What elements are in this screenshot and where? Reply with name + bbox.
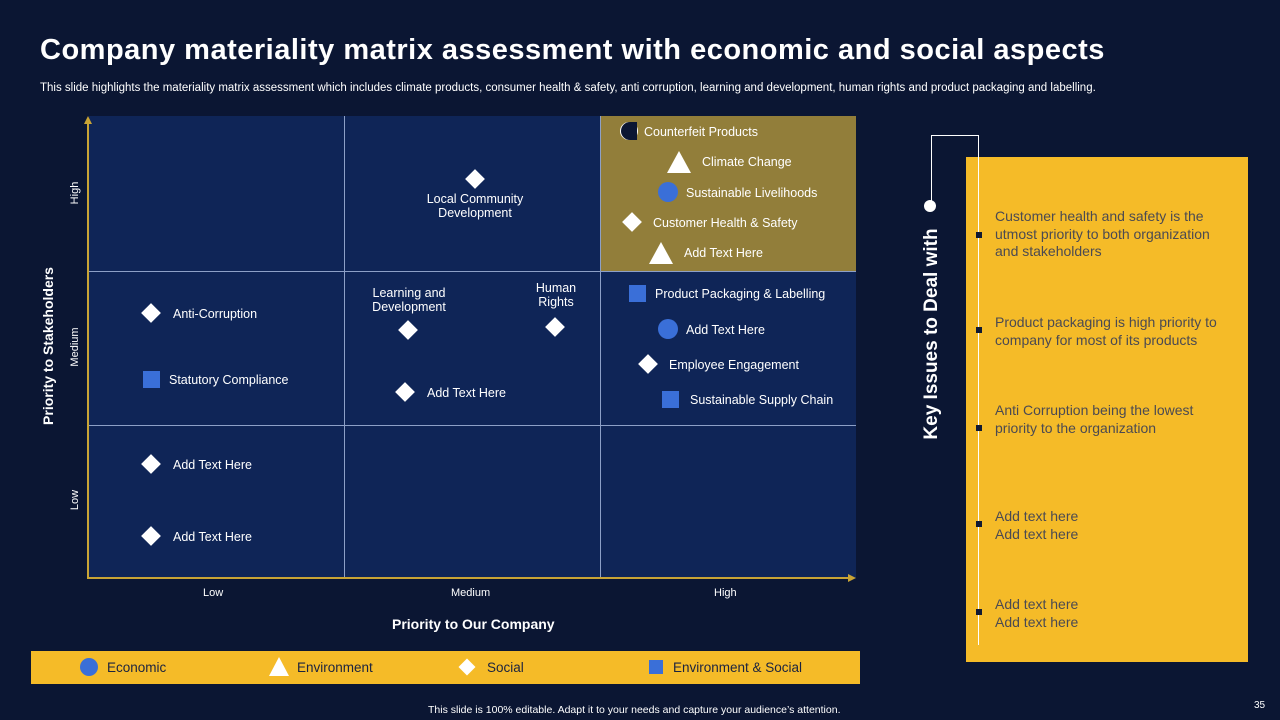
item-label: Anti-Corruption xyxy=(173,307,258,321)
key-issues-title: Key Issues to Deal with xyxy=(921,228,942,440)
grid-line xyxy=(344,116,345,578)
item-label: Local Community Development xyxy=(426,192,524,220)
halfcircle-icon-fill xyxy=(621,122,637,140)
x-axis xyxy=(87,577,850,579)
page-number: 35 xyxy=(1254,700,1266,711)
bullet-icon xyxy=(976,521,982,527)
item-label: Human Rights xyxy=(535,281,577,309)
x-tick-label: High xyxy=(714,587,737,599)
item-label: Climate Change xyxy=(702,155,792,169)
legend-environment-social: Environment & Social xyxy=(673,660,803,675)
item-label: Employee Engagement xyxy=(669,358,799,372)
y-tick-label: Medium xyxy=(69,327,81,367)
x-axis-arrow-icon xyxy=(848,574,856,582)
legend-social: Social xyxy=(487,660,524,675)
triangle-icon xyxy=(667,151,691,173)
square-icon xyxy=(649,660,663,674)
page-title: Company materiality matrix assessment wi… xyxy=(40,34,1105,66)
page-subtitle: This slide highlights the materiality ma… xyxy=(40,82,1096,94)
timeline-line xyxy=(978,135,979,645)
x-tick-label: Medium xyxy=(451,587,491,599)
y-tick-label: Low xyxy=(69,489,81,511)
item-label: Add Text Here xyxy=(427,386,506,400)
circle-icon xyxy=(658,319,678,339)
grid-line xyxy=(600,116,601,578)
circle-icon xyxy=(80,658,98,676)
legend: Economic Environment Social Environment … xyxy=(31,651,860,684)
square-icon xyxy=(662,391,679,408)
key-issue-point: Add text here Add text here xyxy=(995,596,1079,630)
timeline-dot-icon xyxy=(924,200,936,212)
circle-icon xyxy=(658,182,678,202)
square-icon xyxy=(143,371,160,388)
y-tick-label: High xyxy=(69,181,81,205)
x-axis-title: Priority to Our Company xyxy=(392,616,555,632)
item-label: Sustainable Supply Chain xyxy=(690,393,834,407)
square-icon xyxy=(629,285,646,302)
grid-line xyxy=(89,271,856,272)
diamond-icon xyxy=(458,658,476,676)
triangle-icon xyxy=(269,657,289,676)
item-label: Counterfeit Products xyxy=(644,125,758,139)
grid-line xyxy=(89,425,856,426)
item-label: Add Text Here xyxy=(173,530,252,544)
item-label: Product Packaging & Labelling xyxy=(655,287,826,301)
key-issue-point: Anti Corruption being the lowest priorit… xyxy=(995,402,1194,436)
legend-environment: Environment xyxy=(297,660,373,675)
high-high-quadrant xyxy=(601,116,856,271)
y-axis xyxy=(87,122,89,579)
bullet-icon xyxy=(976,232,982,238)
key-issue-point: Add text here Add text here xyxy=(995,508,1079,542)
footer-note: This slide is 100% editable. Adapt it to… xyxy=(428,704,841,716)
bullet-icon xyxy=(976,327,982,333)
x-tick-label: Low xyxy=(203,587,224,599)
key-issue-point: Product packaging is high priority to co… xyxy=(995,314,1217,348)
y-axis-arrow-icon xyxy=(84,116,92,124)
legend-economic: Economic xyxy=(107,660,167,675)
item-label: Learning and Development xyxy=(372,286,446,314)
item-label: Add Text Here xyxy=(684,246,763,260)
item-label: Customer Health & Safety xyxy=(653,216,798,230)
item-label: Sustainable Livelihoods xyxy=(686,186,818,200)
key-issues-panel xyxy=(966,157,1248,662)
bullet-icon xyxy=(976,609,982,615)
key-issue-point: Customer health and safety is the utmost… xyxy=(995,208,1210,259)
connector-line xyxy=(931,135,932,201)
triangle-icon xyxy=(649,242,673,264)
connector-line xyxy=(931,135,979,136)
item-label: Statutory Compliance xyxy=(169,373,289,387)
y-axis-title: Priority to Stakeholders xyxy=(40,267,56,425)
item-label: Add Text Here xyxy=(686,323,765,337)
bullet-icon xyxy=(976,425,982,431)
item-label: Add Text Here xyxy=(173,458,252,472)
